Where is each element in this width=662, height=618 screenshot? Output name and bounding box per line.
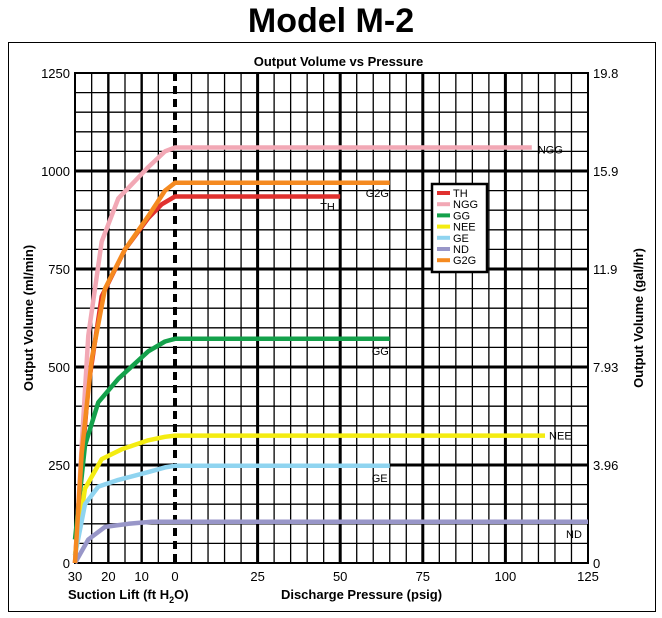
y-tick-label: 1000	[41, 164, 70, 179]
y2-tick-label: 19.8	[593, 66, 618, 81]
series-line-nee	[72, 433, 545, 556]
suction-tick-label: 30	[68, 569, 82, 584]
pressure-tick-label: 125	[577, 569, 599, 584]
suction-axis-label: Suction Lift (ft H2O)	[68, 587, 189, 605]
y-axis-label: Output Volume (ml/min)	[21, 245, 36, 391]
legend-label-ge: GE	[453, 233, 469, 245]
y2-tick-label: 15.9	[593, 164, 618, 179]
pressure-tick-label: 50	[333, 569, 347, 584]
y-tick-label: 250	[48, 458, 70, 473]
series-end-label-g2g: G2G	[366, 188, 389, 200]
legend-label-gg: GG	[453, 210, 470, 222]
legend-label-nee: NEE	[453, 222, 476, 234]
pressure-axis-label: Discharge Pressure (psig)	[281, 587, 442, 602]
series-line-ge	[72, 463, 390, 556]
y-tick-label: 0	[63, 556, 70, 571]
series-line-g2g	[72, 180, 390, 564]
legend-label-g2g: G2G	[453, 255, 476, 267]
pressure-tick-label: 25	[250, 569, 264, 584]
y2-tick-label: 11.9	[593, 262, 617, 277]
y-tick-label: 750	[48, 262, 70, 277]
pressure-tick-label: 100	[495, 569, 517, 584]
tick-labels: Output Volume vs Pressure025050075010001…	[21, 54, 646, 605]
axes	[74, 72, 589, 564]
series-end-label-ngg: NGG	[538, 144, 563, 156]
series-line-gg	[72, 336, 390, 540]
y2-tick-label: 3.96	[593, 458, 618, 473]
suction-tick-label: 20	[101, 569, 115, 584]
legend-label-ngg: NGG	[453, 199, 478, 211]
legend-label-th: TH	[453, 188, 468, 200]
suction-tick-label: 0	[171, 569, 178, 584]
series-end-label-ge: GE	[372, 473, 388, 485]
legend-label-nd: ND	[453, 244, 469, 256]
y2-tick-label: 0	[593, 556, 600, 571]
y-tick-label: 1250	[41, 66, 70, 81]
y2-axis-label: Output Volume (gal/hr)	[631, 248, 646, 388]
plot-border	[74, 72, 589, 564]
y-tick-label: 500	[48, 360, 70, 375]
suction-tick-label: 10	[134, 569, 148, 584]
series-end-label-nd: ND	[566, 529, 582, 541]
series-end-label-nee: NEE	[549, 431, 572, 443]
series-end-label-gg: GG	[372, 346, 389, 358]
chart-frame	[8, 42, 656, 612]
pressure-tick-label: 75	[416, 569, 430, 584]
series-end-label-th: TH	[320, 201, 335, 213]
series-line-nd	[73, 519, 588, 565]
page-title: Model M-2	[247, 2, 415, 40]
chart-title: Output Volume vs Pressure	[254, 54, 424, 69]
series-line-ngg	[72, 145, 532, 564]
y2-tick-label: 7.93	[593, 360, 618, 375]
